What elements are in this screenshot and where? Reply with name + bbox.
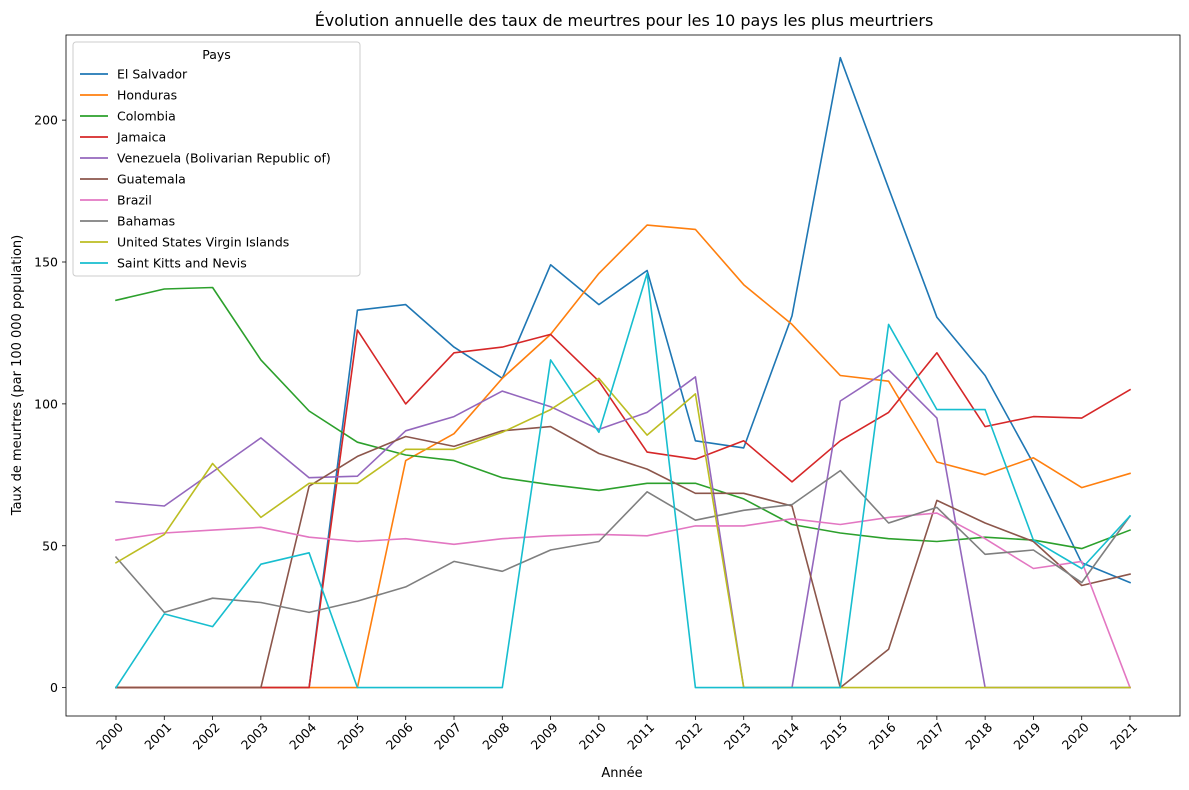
x-tick-label: 2008 (479, 719, 512, 752)
x-tick-label: 2010 (576, 719, 609, 752)
series-line-8 (114, 377, 1131, 689)
y-axis-label: Taux de meurtres (par 100 000 population… (10, 235, 25, 516)
x-tick-label: 2007 (431, 720, 464, 753)
series-line-1 (115, 224, 1131, 689)
x-tick-label: 2012 (672, 720, 705, 753)
series-line-6 (115, 512, 1132, 689)
x-tick-label: 2005 (334, 720, 367, 753)
series-line-2 (115, 286, 1132, 550)
x-tick-label: 2011 (624, 720, 657, 753)
y-tick-label: 150 (34, 255, 58, 270)
series-line-7 (114, 469, 1132, 614)
legend-label: Brazil (117, 193, 152, 208)
y-tick-label: 200 (34, 113, 58, 128)
x-tick-label: 2009 (528, 719, 561, 752)
x-tick-label: 2006 (383, 719, 416, 752)
legend-label: Colombia (117, 109, 176, 124)
y-tick-label: 0 (50, 680, 58, 695)
legend-item: Brazil (80, 193, 152, 208)
series-line-3 (115, 329, 1132, 689)
x-tick-label: 2003 (238, 720, 271, 753)
legend-box (72, 41, 361, 277)
x-axis: 2000 2001 2002 2003 2004 2005 2006 2007 2008 2009… (93, 716, 1140, 753)
series-line-5 (115, 425, 1131, 689)
legend-label: Honduras (117, 88, 177, 103)
legend-item: Bahamas (80, 214, 175, 229)
legend-label: Bahamas (117, 214, 175, 229)
legend-label: Guatemala (117, 172, 186, 187)
x-tick-label: 2019 (1010, 719, 1043, 752)
x-tick-label: 2017 (914, 720, 947, 753)
x-tick-label: 2016 (866, 719, 899, 752)
legend-item: El Salvador (80, 67, 188, 82)
legend-item: Saint Kitts and Nevis (80, 256, 247, 271)
series-line-9 (114, 272, 1132, 689)
legend-title: Pays (202, 47, 231, 62)
legend-label: United States Virgin Islands (117, 235, 289, 250)
plot-area (65, 34, 1181, 717)
legend-label: El Salvador (117, 67, 188, 82)
x-tick-label: 2004 (286, 719, 319, 752)
legend-item: Guatemala (80, 172, 186, 187)
y-tick-label: 50 (42, 538, 58, 553)
series-line-4 (115, 368, 1131, 689)
x-tick-label: 2001 (141, 720, 174, 753)
x-tick-label: 2013 (721, 720, 754, 753)
legend-label: Jamaica (116, 130, 166, 145)
x-axis-label: Année (601, 766, 642, 781)
x-tick-label: 2020 (1059, 719, 1092, 752)
legend-item: Honduras (80, 88, 177, 103)
x-tick-label: 2015 (817, 720, 850, 753)
x-tick-label: 2021 (1107, 720, 1140, 753)
x-tick-label: 2014 (769, 719, 802, 752)
legend-item: Venezuela (Bolivarian Republic of) (80, 151, 331, 166)
x-tick-label: 2018 (962, 719, 995, 752)
legend-label: Venezuela (Bolivarian Republic of) (117, 151, 331, 166)
series-lines (114, 56, 1132, 689)
x-tick-label: 2002 (190, 720, 223, 753)
y-tick-label: 100 (34, 396, 58, 411)
legend-label: Saint Kitts and Nevis (117, 256, 247, 271)
y-axis: 0 50 100 150 200 (34, 113, 66, 695)
legend-item: Jamaica (80, 130, 166, 145)
chart-title: Évolution annuelle des taux de meurtres … (315, 11, 934, 30)
legend: Pays El Salvador Honduras Colombia Jamaica V… (72, 41, 361, 277)
legend-item: Colombia (80, 109, 176, 124)
x-tick-label: 2000 (93, 719, 126, 752)
legend-item: United States Virgin Islands (80, 235, 289, 250)
